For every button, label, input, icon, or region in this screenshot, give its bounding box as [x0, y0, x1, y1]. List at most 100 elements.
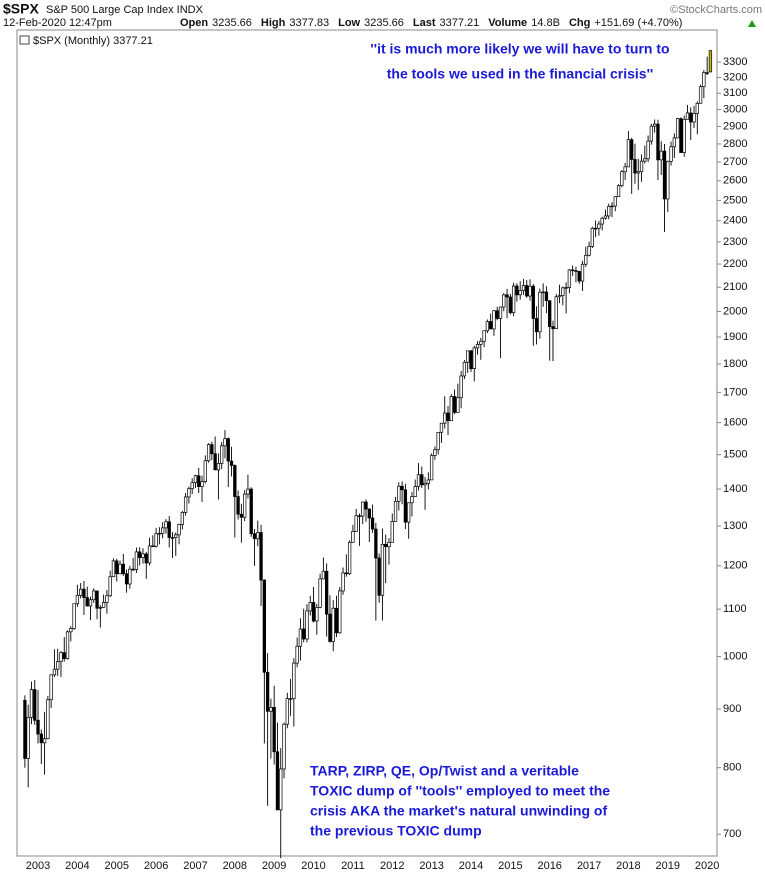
candle-body [541, 291, 545, 294]
y-tick-label: 3000 [723, 103, 747, 115]
candle-body [33, 689, 37, 721]
candle-body [443, 412, 447, 424]
x-tick-label: 2018 [616, 860, 640, 872]
candle-body [380, 543, 385, 596]
candle-body [88, 599, 93, 607]
candle-body [236, 496, 240, 515]
candle-body [698, 86, 703, 104]
x-tick-label: 2008 [223, 860, 247, 872]
candle-body [390, 521, 394, 543]
candle-body [79, 588, 83, 596]
candle-body [367, 508, 371, 519]
candle-body [557, 295, 562, 298]
candle-body [213, 453, 217, 471]
candle-body [452, 396, 457, 413]
candle-body [551, 326, 555, 330]
candle-body [682, 118, 686, 153]
y-tick-label: 3200 [723, 71, 747, 83]
candle-body [111, 560, 116, 578]
y-tick-label: 2300 [723, 236, 747, 248]
x-tick-label: 2015 [498, 860, 522, 872]
candle-body [62, 652, 66, 659]
candle-body [685, 112, 690, 120]
y-tick-label: 1000 [723, 651, 747, 663]
candle-body [233, 465, 237, 497]
candle-body [633, 159, 637, 174]
candle-body [525, 285, 529, 297]
candle-body [347, 541, 352, 575]
candle-body [397, 485, 401, 502]
candle-body [384, 543, 388, 548]
candle-body [134, 551, 139, 570]
candle-body [623, 166, 627, 173]
candle-body [174, 534, 178, 538]
candle-body [610, 205, 614, 208]
candle-body [630, 139, 634, 160]
candle-body [515, 285, 519, 296]
candle-body [459, 375, 463, 399]
candle-body [436, 431, 440, 451]
candle-body [708, 50, 713, 73]
candle-body [59, 652, 63, 662]
x-tick-label: 2010 [301, 860, 325, 872]
candle-body [265, 671, 270, 712]
candle-body [108, 576, 112, 597]
candle-body [511, 285, 516, 314]
candle-body [518, 290, 522, 296]
candle-body [246, 488, 250, 495]
candle-body [167, 521, 171, 538]
candle-body [295, 645, 299, 664]
x-tick-label: 2005 [104, 860, 128, 872]
candle-body [49, 674, 53, 701]
y-tick-label: 2600 [723, 175, 747, 187]
candle-body [325, 570, 329, 615]
candle-body [649, 125, 654, 142]
source: ©StockCharts.com [670, 4, 762, 16]
candle-body [131, 568, 135, 571]
y-tick-label: 900 [723, 703, 741, 715]
candle-body [564, 287, 568, 289]
candle-body [410, 496, 414, 504]
candle-body [341, 572, 345, 592]
candle-body [672, 137, 676, 148]
candle-body [607, 206, 611, 217]
candle-body [36, 719, 40, 735]
candle-body [354, 515, 358, 532]
x-tick-label: 2009 [262, 860, 286, 872]
candle-body [288, 698, 293, 700]
candle-body [374, 528, 378, 559]
quote-label: Low [338, 17, 360, 29]
candle-body [200, 481, 204, 487]
candle-body [101, 602, 106, 608]
candle-body [567, 269, 572, 288]
annotation: TOXIC dump of ''tools'' employed to meet… [310, 783, 610, 799]
candle-body [95, 590, 99, 609]
candle-body [193, 475, 198, 484]
candle-body [439, 422, 444, 433]
candle-body [662, 150, 667, 200]
index-name: S&P 500 Large Cap Index INDX [46, 4, 204, 16]
candle-body [292, 662, 296, 700]
quote-label: High [261, 17, 286, 29]
quote-value: 3377.83 [289, 17, 329, 29]
candle-body [689, 112, 693, 123]
candle-body [308, 602, 312, 612]
candle-body [669, 146, 673, 162]
candle-body [643, 158, 647, 162]
legend: $SPX (Monthly) 3377.21 [33, 35, 153, 47]
candle-body [344, 572, 348, 575]
candle-body [334, 607, 339, 634]
candle-body [580, 263, 585, 282]
quote: Open 3235.66 High 3377.83 Low 3235.66 Last 3377… [180, 17, 682, 29]
candle-body [456, 397, 460, 413]
candle-body [42, 738, 47, 744]
y-tick-label: 2500 [723, 194, 747, 206]
candle-body [429, 455, 434, 481]
candle-body [206, 444, 211, 462]
y-tick-label: 2200 [723, 258, 747, 270]
candle-body [656, 123, 660, 161]
quote-label: Open [180, 17, 208, 29]
candle-body [548, 300, 552, 327]
candle-body [321, 570, 326, 580]
